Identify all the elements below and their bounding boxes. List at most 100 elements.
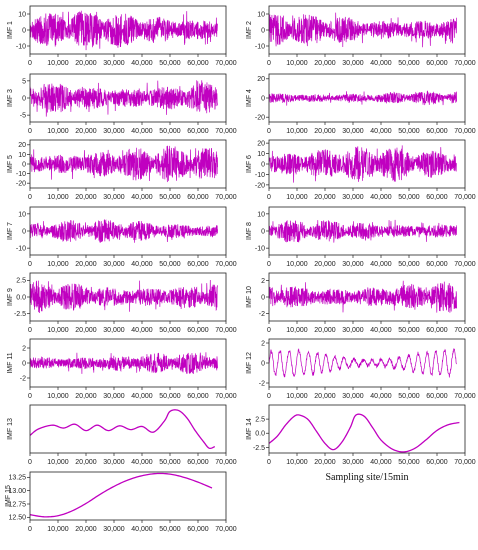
x-tick-label: 30,000 <box>342 128 364 135</box>
x-tick-label: 50,000 <box>159 60 181 67</box>
y-tick-label: 12.50 <box>8 515 26 522</box>
x-tick-label: 40,000 <box>370 459 392 466</box>
x-tick-label: 20,000 <box>75 327 97 334</box>
x-tick-label: 10,000 <box>47 327 69 334</box>
x-tick-label: 50,000 <box>159 459 181 466</box>
imf-13-line <box>30 409 216 450</box>
x-tick-label: 10,000 <box>47 459 69 466</box>
x-tick-label: 50,000 <box>398 261 420 268</box>
y-tick-label: 5 <box>22 78 26 85</box>
x-tick-label: 60,000 <box>426 261 448 268</box>
x-tick-label: 60,000 <box>187 128 209 135</box>
x-tick-label: 70,000 <box>215 393 237 400</box>
x-tick-label: 0 <box>28 526 32 533</box>
y-tick-label: 12.75 <box>8 501 26 508</box>
y-tick-label: -2 <box>259 380 265 387</box>
x-tick-label: 60,000 <box>187 261 209 268</box>
y-tick-label: -10 <box>255 43 265 50</box>
y-axis-label: IMF 1 <box>7 21 14 39</box>
y-tick-label: 2.5 <box>255 417 265 424</box>
x-tick-label: 10,000 <box>286 327 308 334</box>
y-tick-label: 20 <box>18 142 26 149</box>
x-tick-label: 0 <box>28 194 32 201</box>
x-tick-label: 10,000 <box>286 393 308 400</box>
y-tick-label: -20 <box>255 182 265 189</box>
imf-6-line <box>269 145 457 183</box>
x-tick-label: 0 <box>267 60 271 67</box>
x-tick-label: 20,000 <box>75 261 97 268</box>
imf-panel-6: 0 10,000 20,000 30,000 40,000 50,000 60,000 70,… <box>246 139 476 201</box>
y-tick-label: 0 <box>261 294 265 301</box>
y-tick-label: 2.5 <box>16 278 26 285</box>
x-tick-label: 40,000 <box>131 459 153 466</box>
y-axis-label: IMF 12 <box>246 352 253 374</box>
x-tick-label: 20,000 <box>314 261 336 268</box>
y-tick-label: 0.0 <box>16 294 26 301</box>
plot-frame <box>29 471 227 521</box>
x-tick-label: 40,000 <box>370 194 392 201</box>
x-tick-label: 70,000 <box>454 194 476 201</box>
x-tick-label: 30,000 <box>342 459 364 466</box>
y-tick-label: -20 <box>16 181 26 188</box>
x-tick-label: 40,000 <box>131 128 153 135</box>
imf-panel-7: 0 10,000 20,000 30,000 40,000 50,000 60,000 70,… <box>7 206 237 268</box>
x-tick-label: 70,000 <box>215 128 237 135</box>
imf-3-line <box>30 80 218 117</box>
imf-14-line <box>269 413 460 453</box>
x-tick-label: 20,000 <box>314 194 336 201</box>
x-tick-label: 10,000 <box>286 128 308 135</box>
x-tick-label: 0 <box>28 459 32 466</box>
x-tick-label: 70,000 <box>215 526 237 533</box>
x-tick-label: 50,000 <box>398 128 420 135</box>
x-tick-label: 70,000 <box>454 327 476 334</box>
imf-panel-5: 0 10,000 20,000 30,000 40,000 50,000 60,000 70,… <box>7 139 237 201</box>
y-tick-label: -2 <box>20 375 26 382</box>
x-tick-label: 20,000 <box>75 393 97 400</box>
y-tick-label: 0 <box>22 27 26 34</box>
y-tick-label: 0 <box>261 27 265 34</box>
y-tick-label: 0 <box>261 360 265 367</box>
y-tick-label: 10 <box>18 211 26 218</box>
x-tick-label: 70,000 <box>454 60 476 67</box>
imf-panel-3: 0 10,000 20,000 30,000 40,000 50,000 60,000 70,… <box>7 73 237 135</box>
x-tick-label: 0 <box>28 60 32 67</box>
y-tick-label: 2 <box>261 340 265 347</box>
x-tick-label: 20,000 <box>314 128 336 135</box>
y-tick-label: -2 <box>259 311 265 318</box>
y-tick-label: 10 <box>257 151 265 158</box>
imf-panel-15: 0 10,000 20,000 30,000 40,000 50,000 60,000 70,… <box>5 471 237 533</box>
y-axis-label: IMF 11 <box>7 352 14 373</box>
x-tick-label: 10,000 <box>47 261 69 268</box>
x-tick-label: 10,000 <box>47 194 69 201</box>
plot-frame <box>268 338 466 388</box>
x-tick-label: 0 <box>267 459 271 466</box>
y-tick-label: 13.00 <box>8 488 26 495</box>
imf-12-line <box>269 348 457 378</box>
x-tick-label: 20,000 <box>75 459 97 466</box>
y-tick-label: 0 <box>22 360 26 367</box>
x-tick-label: 50,000 <box>159 194 181 201</box>
x-tick-label: 40,000 <box>131 60 153 67</box>
x-tick-label: 20,000 <box>75 194 97 201</box>
x-tick-label: 20,000 <box>314 327 336 334</box>
x-tick-label: 60,000 <box>426 327 448 334</box>
y-axis-label: IMF 7 <box>7 222 14 240</box>
y-tick-label: -10 <box>255 246 265 253</box>
x-tick-label: 30,000 <box>342 327 364 334</box>
y-tick-label: 20 <box>257 76 265 83</box>
x-tick-label: 30,000 <box>103 128 125 135</box>
x-tick-label: 20,000 <box>314 459 336 466</box>
x-tick-label: 40,000 <box>370 327 392 334</box>
y-axis-label: IMF 14 <box>246 418 253 440</box>
x-tick-label: 50,000 <box>159 261 181 268</box>
x-tick-label: 60,000 <box>187 60 209 67</box>
x-tick-label: 30,000 <box>103 194 125 201</box>
y-tick-label: 0 <box>261 161 265 168</box>
y-tick-label: 0 <box>261 95 265 102</box>
x-tick-label: 50,000 <box>398 393 420 400</box>
y-tick-label: 10 <box>18 11 26 18</box>
x-tick-label: 60,000 <box>426 128 448 135</box>
imf-8-line <box>269 219 457 243</box>
x-tick-label: 70,000 <box>215 60 237 67</box>
x-tick-label: 20,000 <box>75 526 97 533</box>
